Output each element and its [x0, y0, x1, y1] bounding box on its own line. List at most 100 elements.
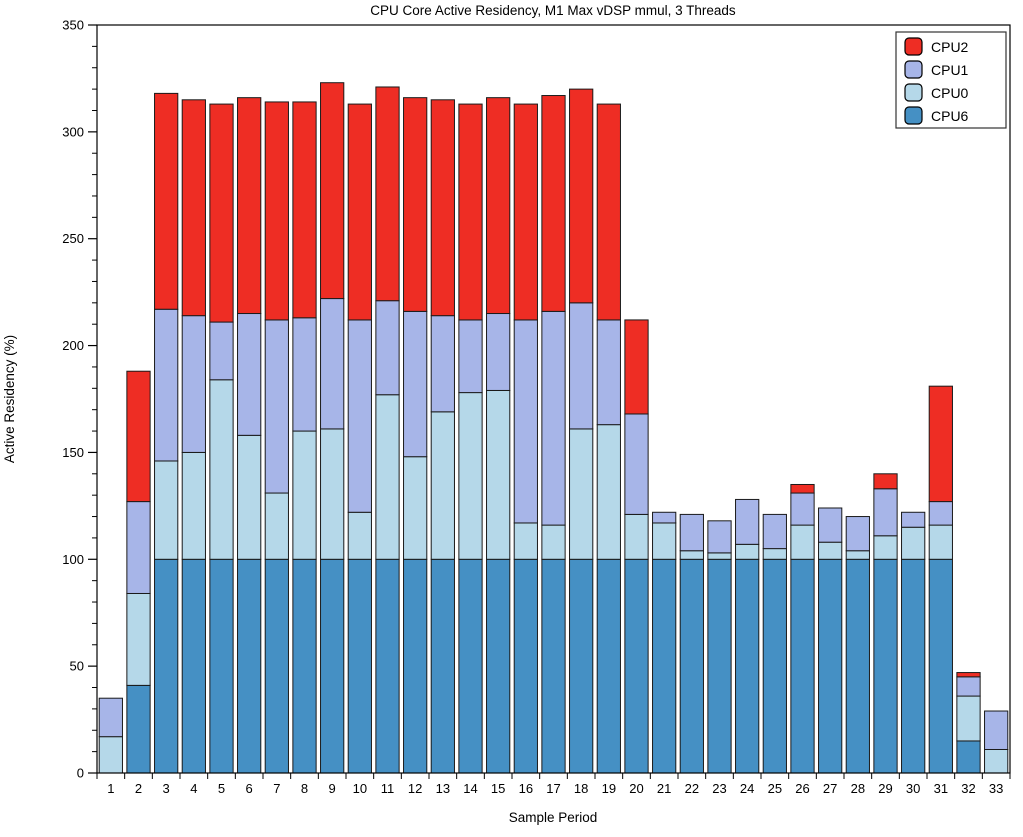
- bar-segment-cpu0-sample-28: [845, 550, 870, 560]
- bar-segment-cpu1-sample-30: [901, 511, 926, 528]
- bar-segment-cpu2-sample-9: [320, 82, 345, 300]
- bar-segment-cpu1-sample-17: [541, 310, 566, 526]
- bar-segment-cpu2-sample-18: [569, 88, 594, 304]
- bar-segment-cpu1-sample-29: [873, 488, 898, 537]
- bar-segment-cpu2-sample-13: [430, 99, 455, 317]
- x-tick-label: 26: [795, 781, 809, 796]
- y-tick-label: 50: [70, 659, 84, 674]
- bar-segment-cpu6-sample-28: [845, 558, 870, 774]
- bar-segment-cpu0-sample-7: [264, 492, 289, 560]
- bar-segment-cpu1-sample-11: [375, 300, 400, 396]
- x-tick-label: 4: [190, 781, 197, 796]
- bar-segment-cpu0-sample-18: [569, 428, 594, 560]
- bar-segment-cpu6-sample-2: [126, 684, 151, 774]
- x-tick-label: 3: [163, 781, 170, 796]
- x-tick-label: 15: [491, 781, 505, 796]
- x-tick-label: 5: [218, 781, 225, 796]
- bar-segment-cpu6-sample-13: [430, 558, 455, 774]
- legend-swatch-cpu2: [904, 37, 923, 56]
- bar-segment-cpu1-sample-23: [707, 520, 732, 554]
- bar-segment-cpu6-sample-12: [403, 558, 428, 774]
- x-axis-title: Sample Period: [509, 810, 598, 825]
- y-tick-label: 200: [62, 338, 84, 353]
- bar-segment-cpu0-sample-8: [292, 430, 317, 560]
- x-tick-label: 29: [878, 781, 892, 796]
- x-tick-label: 19: [602, 781, 616, 796]
- bar-segment-cpu1-sample-10: [347, 319, 372, 513]
- x-tick-label: 28: [851, 781, 865, 796]
- bar-segment-cpu6-sample-32: [956, 740, 981, 774]
- bar-segment-cpu1-sample-7: [264, 319, 289, 494]
- y-tick-label: 250: [62, 231, 84, 246]
- x-tick-label: 25: [768, 781, 782, 796]
- bar-segment-cpu0-sample-11: [375, 394, 400, 560]
- x-tick-label: 10: [353, 781, 367, 796]
- bar-segment-cpu0-sample-5: [209, 379, 234, 560]
- x-tick-label: 12: [408, 781, 422, 796]
- bar-segment-cpu1-sample-28: [845, 516, 870, 552]
- bar-segment-cpu6-sample-5: [209, 558, 234, 774]
- bar-segment-cpu6-sample-19: [596, 558, 621, 774]
- x-tick-label: 8: [301, 781, 308, 796]
- bar-segment-cpu2-sample-11: [375, 86, 400, 302]
- x-tick-label: 7: [273, 781, 280, 796]
- bar-segment-cpu1-sample-12: [403, 310, 428, 458]
- bar-segment-cpu2-sample-29: [873, 473, 898, 490]
- bar-segment-cpu1-sample-9: [320, 298, 345, 430]
- bar-segment-cpu1-sample-31: [928, 501, 953, 526]
- bar-segment-cpu1-sample-32: [956, 676, 981, 697]
- bar-segment-cpu6-sample-23: [707, 558, 732, 774]
- bar-segment-cpu0-sample-17: [541, 524, 566, 560]
- bar-segment-cpu0-sample-32: [956, 695, 981, 742]
- bar-segment-cpu2-sample-17: [541, 95, 566, 312]
- bar-segment-cpu2-sample-2: [126, 370, 151, 503]
- bar-segment-cpu0-sample-22: [679, 550, 704, 560]
- bar-segment-cpu0-sample-25: [762, 548, 787, 560]
- bar-segment-cpu2-sample-31: [928, 385, 953, 503]
- bar-segment-cpu0-sample-29: [873, 535, 898, 560]
- bar-segment-cpu0-sample-30: [901, 526, 926, 560]
- bar-segment-cpu2-sample-3: [154, 92, 179, 310]
- bar-segment-cpu6-sample-21: [652, 558, 677, 774]
- bar-segment-cpu1-sample-24: [735, 498, 760, 545]
- bar-segment-cpu1-sample-16: [513, 319, 538, 524]
- bar-segment-cpu0-sample-16: [513, 522, 538, 560]
- bar-segment-cpu0-sample-2: [126, 592, 151, 686]
- x-tick-label: 1: [107, 781, 114, 796]
- x-tick-label: 16: [519, 781, 533, 796]
- y-tick-label: 100: [62, 552, 84, 567]
- bar-segment-cpu6-sample-29: [873, 558, 898, 774]
- bar-segment-cpu1-sample-4: [181, 315, 206, 453]
- bar-segment-cpu0-sample-9: [320, 428, 345, 560]
- bar-segment-cpu2-sample-12: [403, 97, 428, 312]
- bar-segment-cpu0-sample-1: [98, 736, 123, 774]
- bar-segment-cpu1-sample-21: [652, 511, 677, 524]
- bar-segment-cpu1-sample-3: [154, 308, 179, 462]
- bar-segment-cpu6-sample-24: [735, 558, 760, 774]
- legend: CPU2 CPU1 CPU0 CPU6: [895, 31, 1007, 129]
- bar-segment-cpu1-sample-25: [762, 513, 787, 550]
- bar-segment-cpu0-sample-21: [652, 522, 677, 560]
- bar-segment-cpu2-sample-32: [956, 672, 981, 678]
- x-tick-label: 20: [629, 781, 643, 796]
- plot-frame: [96, 24, 1011, 774]
- x-tick-label: 9: [329, 781, 336, 796]
- bar-segment-cpu6-sample-8: [292, 558, 317, 774]
- bar-segment-cpu1-sample-33: [984, 710, 1009, 750]
- bar-segment-cpu6-sample-15: [486, 558, 511, 774]
- bar-segment-cpu2-sample-5: [209, 103, 234, 323]
- bar-segment-cpu0-sample-3: [154, 460, 179, 560]
- bar-segment-cpu2-sample-8: [292, 101, 317, 319]
- bar-segment-cpu0-sample-33: [984, 748, 1009, 774]
- y-tick-label: 300: [62, 124, 84, 139]
- bar-segment-cpu1-sample-14: [458, 319, 483, 394]
- bar-segment-cpu1-sample-1: [98, 697, 123, 738]
- bar-segment-cpu0-sample-23: [707, 552, 732, 560]
- x-tick-label: 21: [657, 781, 671, 796]
- bar-segment-cpu6-sample-6: [237, 558, 262, 774]
- legend-label-cpu2: CPU2: [931, 39, 969, 55]
- legend-label-cpu6: CPU6: [931, 108, 969, 124]
- bar-segment-cpu2-sample-14: [458, 103, 483, 321]
